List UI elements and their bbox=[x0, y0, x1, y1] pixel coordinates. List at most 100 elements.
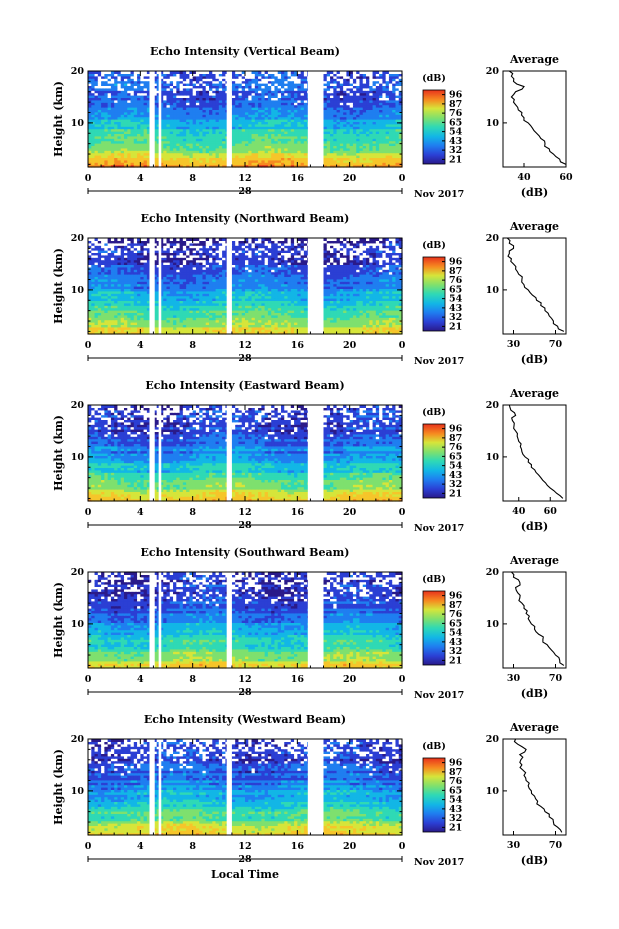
heatmap-cell bbox=[179, 133, 184, 137]
heatmap-cell bbox=[176, 319, 181, 323]
heatmap-cell bbox=[173, 73, 177, 77]
panel-1: Echo Intensity (Vertical Beam)2010Height… bbox=[52, 45, 573, 200]
heatmap-cell bbox=[130, 123, 135, 127]
heatmap-cell bbox=[372, 78, 377, 82]
heatmap-cell bbox=[169, 329, 174, 333]
heatmap-cell bbox=[258, 155, 262, 158]
x-tick-label: 8 bbox=[189, 173, 196, 184]
heatmap-cell bbox=[346, 114, 351, 118]
heatmap-cell bbox=[120, 159, 125, 163]
heatmap-cell bbox=[205, 75, 210, 79]
heatmap-cell bbox=[336, 329, 341, 333]
heatmap-cell bbox=[146, 109, 151, 113]
heatmap-cell bbox=[372, 322, 377, 325]
heatmap-cell bbox=[235, 138, 240, 142]
heatmap-cell bbox=[245, 138, 249, 142]
heatmap-cell bbox=[264, 331, 269, 335]
heatmap-cell bbox=[241, 95, 246, 98]
heatmap-cell bbox=[267, 107, 272, 110]
heatmap-cell bbox=[398, 128, 403, 132]
heatmap-cell bbox=[156, 92, 161, 96]
heatmap-cell bbox=[294, 329, 298, 333]
heatmap-cell bbox=[91, 85, 96, 89]
heatmap-cell bbox=[186, 119, 190, 122]
heatmap-cell bbox=[192, 145, 197, 149]
heatmap-cell bbox=[388, 109, 393, 113]
heatmap-cell bbox=[284, 319, 289, 323]
heatmap-cell bbox=[372, 92, 377, 96]
heatmap-cell bbox=[271, 107, 276, 110]
heatmap-cell bbox=[101, 159, 105, 163]
heatmap-cell bbox=[173, 145, 177, 149]
heatmap-cell bbox=[261, 133, 266, 137]
heatmap-cell bbox=[107, 85, 112, 89]
heatmap-cell bbox=[179, 90, 184, 94]
heatmap-cell bbox=[343, 114, 347, 118]
heatmap-cell bbox=[140, 322, 145, 325]
heatmap-cell bbox=[104, 164, 109, 168]
heatmap-cell bbox=[163, 314, 168, 318]
heatmap-cell bbox=[352, 119, 357, 122]
heatmap-cell bbox=[326, 109, 331, 113]
heatmap-cell bbox=[186, 319, 190, 323]
heatmap-cell bbox=[300, 71, 305, 74]
heatmap-cell bbox=[91, 116, 96, 120]
heatmap-cell bbox=[241, 121, 246, 125]
heatmap-cell bbox=[101, 326, 105, 330]
heatmap-cell bbox=[300, 102, 305, 106]
heatmap-cell bbox=[290, 90, 295, 94]
heatmap-cell bbox=[284, 310, 289, 313]
heatmap-cell bbox=[366, 135, 370, 139]
heatmap-cell bbox=[297, 119, 302, 122]
heatmap-cell bbox=[356, 150, 361, 154]
heatmap-cell bbox=[215, 312, 220, 316]
heatmap-cell bbox=[251, 307, 256, 311]
heatmap-cell bbox=[264, 150, 269, 154]
heatmap-cell bbox=[392, 71, 397, 74]
heatmap-cell bbox=[199, 104, 204, 108]
heatmap-cell bbox=[303, 119, 308, 122]
heatmap-cell bbox=[375, 71, 380, 74]
heatmap-cell bbox=[294, 155, 298, 158]
heatmap-cell bbox=[379, 75, 383, 79]
heatmap-cell bbox=[330, 159, 334, 163]
heatmap-cell bbox=[120, 140, 125, 144]
heatmap-cell bbox=[140, 71, 145, 74]
heatmap-cell bbox=[352, 90, 357, 94]
heatmap-cell bbox=[362, 322, 367, 325]
heatmap-cell bbox=[356, 162, 361, 166]
heatmap-cell bbox=[264, 147, 269, 151]
heatmap-cell bbox=[264, 324, 269, 328]
heatmap-cell bbox=[372, 157, 377, 161]
heatmap-cell bbox=[362, 123, 367, 127]
heatmap-cell bbox=[362, 329, 367, 333]
heatmap-cell bbox=[215, 116, 220, 120]
heatmap-cell bbox=[284, 131, 289, 134]
heatmap-cell bbox=[261, 155, 266, 158]
heatmap-cell bbox=[107, 159, 112, 163]
heatmap-cell bbox=[209, 78, 213, 82]
heatmap-cell bbox=[251, 319, 256, 323]
heatmap-cell bbox=[114, 138, 119, 142]
heatmap-cell bbox=[212, 157, 217, 161]
heatmap-cell bbox=[156, 95, 161, 98]
heatmap-cell bbox=[385, 85, 390, 89]
heatmap-cell bbox=[182, 87, 187, 91]
heatmap-cell bbox=[159, 133, 164, 137]
heatmap-cell bbox=[205, 87, 210, 91]
heatmap-cell bbox=[251, 138, 256, 142]
heatmap-cell bbox=[395, 111, 400, 115]
heatmap-cell bbox=[114, 326, 119, 330]
heatmap-cell bbox=[287, 138, 292, 142]
heatmap-cell bbox=[137, 126, 141, 130]
heatmap-cell bbox=[349, 75, 354, 79]
heatmap-cell bbox=[159, 152, 164, 156]
heatmap-cell bbox=[127, 114, 132, 118]
heatmap-cell bbox=[156, 135, 161, 139]
heatmap-cell bbox=[349, 140, 354, 144]
heatmap-cell bbox=[300, 90, 305, 94]
heatmap-cell bbox=[137, 135, 141, 139]
heatmap-cell bbox=[258, 97, 262, 101]
heatmap-cell bbox=[294, 75, 298, 79]
heatmap-cell bbox=[297, 99, 302, 103]
